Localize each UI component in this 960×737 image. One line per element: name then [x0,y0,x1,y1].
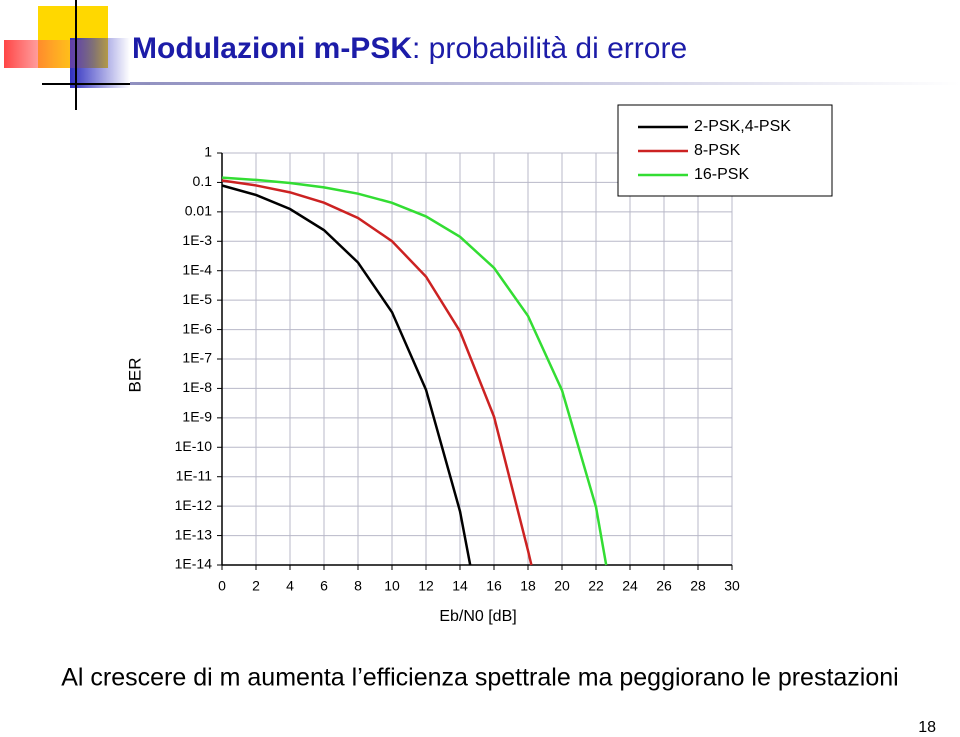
y-tick-label: 1E-5 [182,291,212,307]
x-tick-label: 20 [554,578,570,594]
title-rule [130,82,960,85]
y-tick-label: 1E-6 [182,320,212,336]
x-tick-label: 12 [418,578,434,594]
slide-title: Modulazioni m-PSK: probabilità di errore [132,32,687,65]
legend-label: 8-PSK [694,142,741,159]
x-tick-label: 0 [218,578,226,594]
y-tick-label: 1E-8 [182,379,212,395]
title-rest: : probabilità di errore [412,32,687,65]
x-axis-label: Eb/N0 [dB] [439,608,516,625]
y-tick-label: 1E-12 [175,497,213,513]
series-line [221,176,608,566]
series-line [221,179,533,566]
y-tick-label: 1E-7 [182,350,212,366]
y-tick-label: 1E-13 [175,526,213,542]
y-tick-label: 1E-3 [182,232,212,248]
legend-label: 2-PSK,4-PSK [694,118,791,135]
y-tick-label: 0.1 [193,173,213,189]
x-tick-label: 24 [622,578,638,594]
y-tick-label: 1 [204,144,212,160]
caption: Al crescere di m aumenta l’efficienza sp… [61,664,898,692]
deco-red [4,40,94,68]
x-tick-label: 16 [486,578,502,594]
x-tick-label: 30 [724,578,740,594]
y-tick-label: 1E-9 [182,409,212,425]
series-line [221,184,472,566]
y-tick-label: 0.01 [185,203,212,219]
x-tick-label: 8 [354,578,362,594]
page-number: 18 [918,719,936,736]
x-tick-label: 4 [286,578,294,594]
y-tick-label: 1E-14 [175,556,213,572]
x-tick-label: 2 [252,578,260,594]
x-tick-label: 26 [656,578,672,594]
x-tick-label: 6 [320,578,328,594]
y-tick-label: 1E-11 [176,467,213,483]
title-bold: Modulazioni m-PSK [132,32,412,65]
x-tick-label: 14 [452,578,468,594]
x-tick-label: 22 [588,578,604,594]
x-tick-label: 18 [520,578,536,594]
legend-label: 16-PSK [694,166,749,183]
x-tick-label: 10 [384,578,400,594]
y-tick-label: 1E-10 [175,438,213,454]
y-axis-label: BER [125,358,144,393]
x-tick-label: 28 [690,578,706,594]
y-tick-label: 1E-4 [182,261,212,277]
